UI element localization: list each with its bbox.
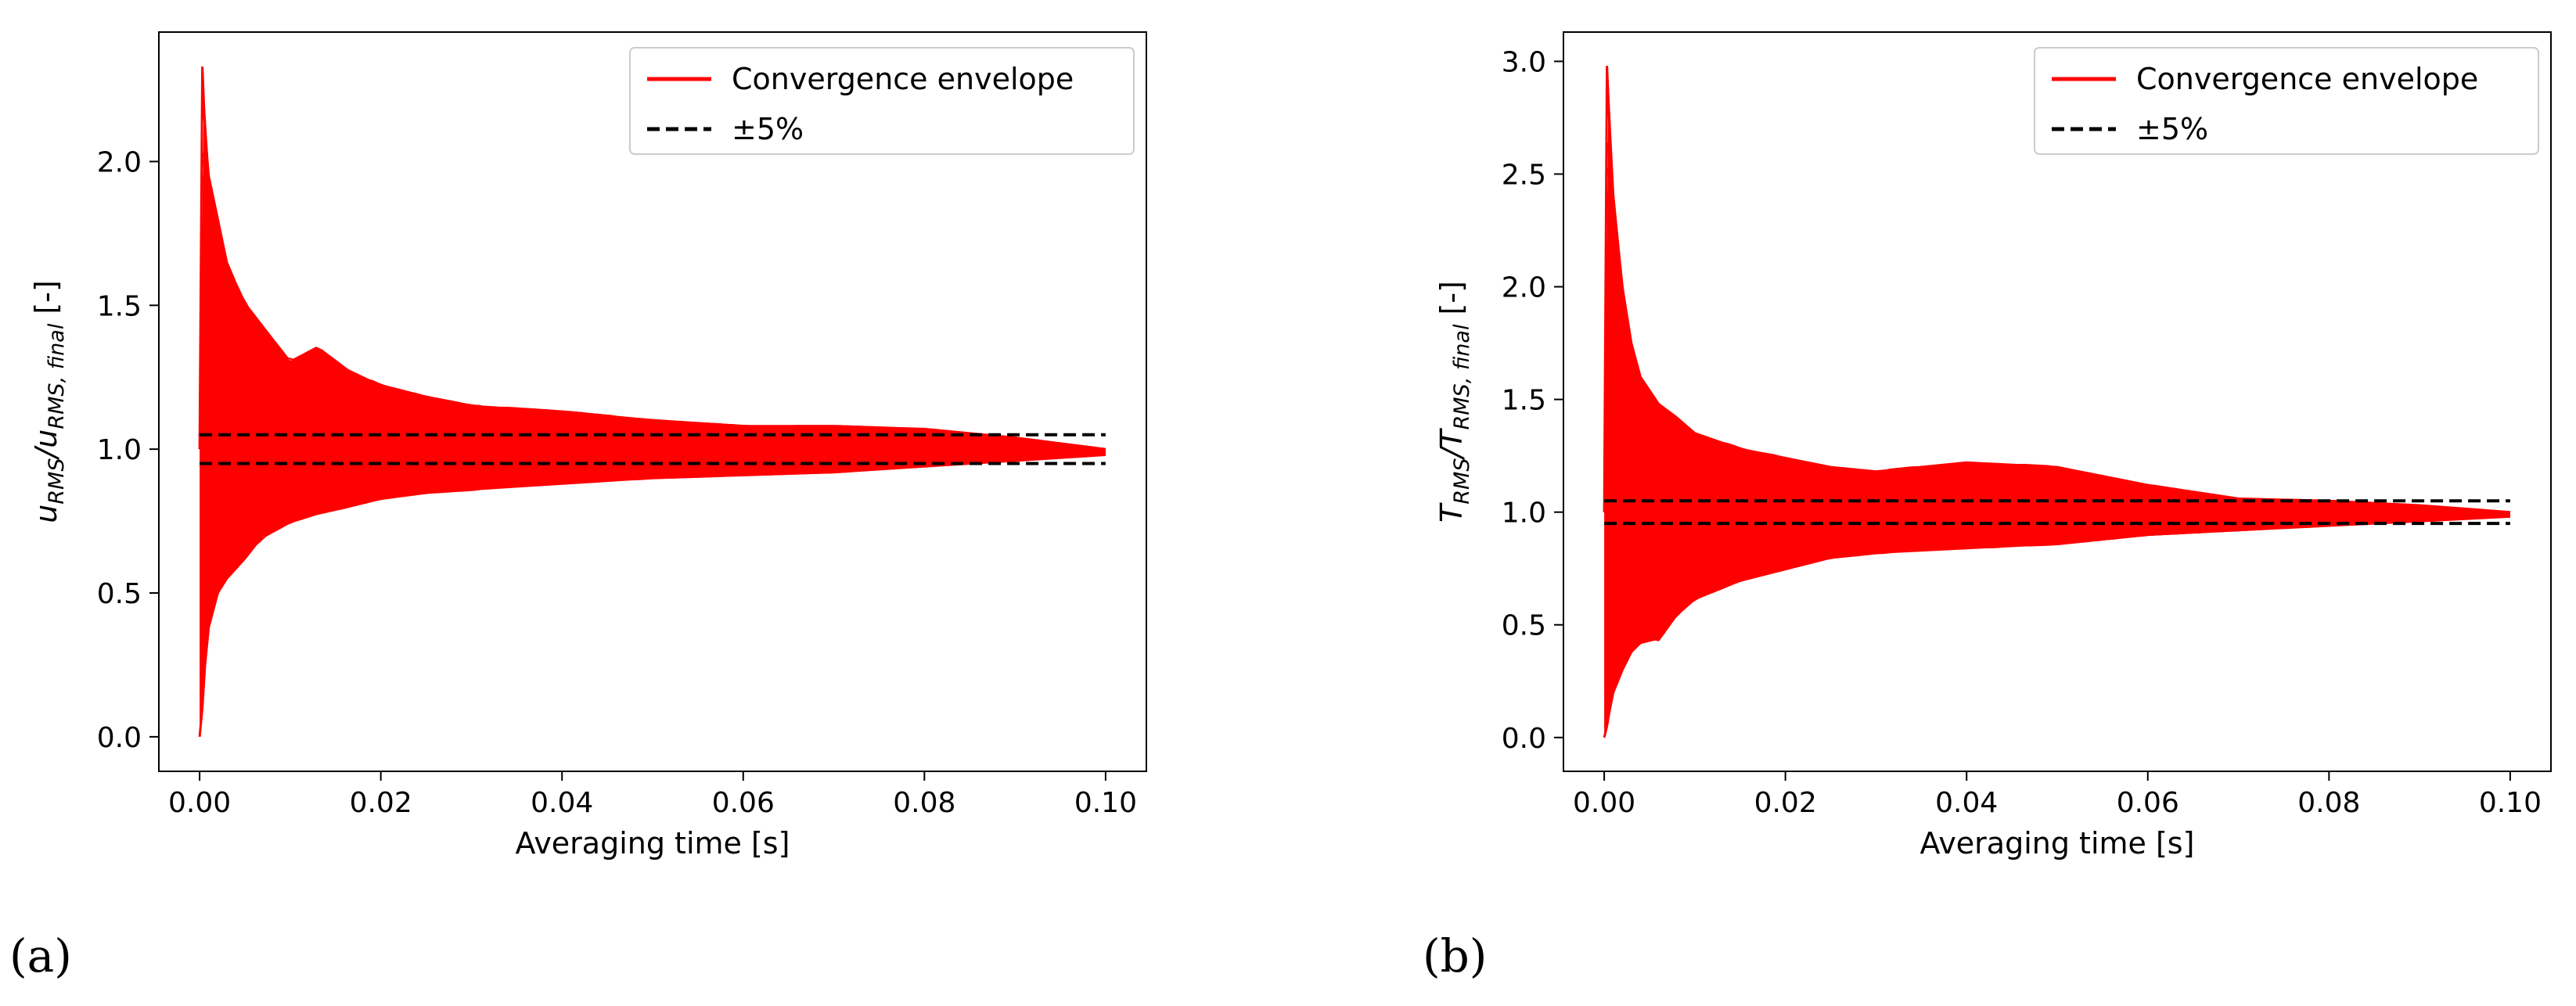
y-tick-label: 1.5 <box>97 290 142 322</box>
legend-label: Convergence envelope <box>2136 62 2478 96</box>
convergence-trace <box>202 192 1106 451</box>
panel-a-legend: Convergence envelope ±5% <box>629 47 1135 155</box>
y-tick-label: 2.5 <box>1502 160 1546 192</box>
legend-label: Convergence envelope <box>732 62 1074 96</box>
y-tick-label: 0.5 <box>97 578 142 610</box>
convergence-trace <box>202 340 1106 453</box>
panel-b-legend: Convergence envelope ±5% <box>2034 47 2539 155</box>
convergence-trace <box>1606 271 2510 515</box>
panel-a-axes-frame <box>158 31 1147 772</box>
y-tick-label: 0.0 <box>1502 723 1546 755</box>
convergence-envelope-fill <box>200 100 1106 737</box>
convergence-trace <box>202 354 1106 452</box>
convergence-trace <box>1606 369 2510 516</box>
convergence-trace <box>202 438 1106 477</box>
x-tick-label: 0.08 <box>893 787 955 819</box>
x-tick-label: 0.10 <box>2479 787 2542 819</box>
x-tick-label: 0.04 <box>531 787 593 819</box>
convergence-traces <box>202 90 1106 689</box>
y-axis-label-part: RMS <box>1450 458 1474 505</box>
legend-label: ±5% <box>732 112 804 146</box>
convergence-trace <box>1606 192 2510 514</box>
x-tick-label: 0.00 <box>168 787 231 819</box>
x-tick-label: 0.06 <box>2117 787 2179 819</box>
convergence-trace <box>202 453 1106 522</box>
y-axis-label: uRMS/uRMS, final [-] <box>29 280 69 523</box>
y-tick-label: 2.0 <box>1502 272 1546 304</box>
y-tick-label: 2.0 <box>97 146 142 178</box>
convergence-trace <box>1606 389 2510 526</box>
legend-label: ±5% <box>2136 112 2208 146</box>
legend-box <box>629 47 1135 155</box>
y-axis-label-part: RMS <box>45 458 69 505</box>
legend-box <box>2034 47 2539 155</box>
panel-b-data <box>1603 66 2511 738</box>
x-tick-label: 0.00 <box>1573 787 1635 819</box>
convergence-trace <box>1606 515 2510 659</box>
convergence-trace <box>1606 217 2510 514</box>
y-tick-label: 1.0 <box>97 434 142 466</box>
y-axis-label-part: T <box>1434 502 1469 523</box>
y-axis-label-part: /T <box>1434 428 1469 461</box>
y-axis-label-part: /u <box>29 429 63 461</box>
y-tick-label: 1.5 <box>1502 385 1546 417</box>
panel-a-data <box>198 66 1106 738</box>
convergence-trace <box>202 309 1106 453</box>
y-axis-label-part: u <box>29 505 63 523</box>
convergence-traces <box>1606 80 2510 718</box>
y-axis-label-part: [-] <box>29 280 63 323</box>
y-axis-label-part: [-] <box>1434 281 1469 324</box>
convergence-trace <box>1606 142 2510 514</box>
panel-b: 0.00 0.02 0.04 0.06 0.08 0.10 0.0 0.5 1.0 1.5 2.0 2… <box>1423 31 2552 983</box>
convergence-envelope-upper-line <box>198 66 1106 451</box>
panel-a-label: (a) <box>9 929 72 983</box>
x-tick-label: 0.02 <box>350 787 412 819</box>
x-axis-label: Averaging time [s] <box>1920 826 2195 860</box>
panel-b-axes-frame <box>1563 31 2552 772</box>
y-tick-label: 1.0 <box>1502 498 1546 530</box>
convergence-trace <box>202 448 1106 472</box>
convergence-envelope-fill <box>1604 98 2510 738</box>
convergence-trace <box>202 90 1106 451</box>
y-tick-label: 0.5 <box>1502 610 1546 642</box>
x-tick-label: 0.06 <box>712 787 775 819</box>
x-axis-label: Averaging time [s] <box>516 826 790 860</box>
convergence-envelope-lower-line <box>1603 515 2510 738</box>
y-axis-label-part: RMS, final <box>1450 324 1474 429</box>
y-axis-label: TRMS/TRMS, final [-] <box>1434 281 1474 523</box>
convergence-trace <box>202 418 1106 463</box>
x-tick-label: 0.04 <box>1935 787 1998 819</box>
y-tick-label: 0.0 <box>97 722 142 754</box>
y-tick-label: 3.0 <box>1502 46 1546 78</box>
panel-b-label: (b) <box>1423 929 1487 983</box>
y-axis-label-part: RMS, final <box>45 323 69 429</box>
convergence-trace <box>202 405 1106 454</box>
x-tick-label: 0.02 <box>1754 787 1817 819</box>
convergence-envelope-lower-line <box>198 454 1106 738</box>
x-tick-label: 0.10 <box>1074 787 1137 819</box>
convergence-trace <box>1606 463 2510 549</box>
convergence-trace <box>1607 515 2510 615</box>
x-tick-label: 0.08 <box>2297 787 2360 819</box>
convergence-trace <box>1606 427 2510 526</box>
panel-a: 0.00 0.02 0.04 0.06 0.08 0.10 0.0 0.5 1.0 1.5 2.0 A… <box>9 31 1147 983</box>
convergence-envelope-upper-line <box>1603 66 2511 514</box>
